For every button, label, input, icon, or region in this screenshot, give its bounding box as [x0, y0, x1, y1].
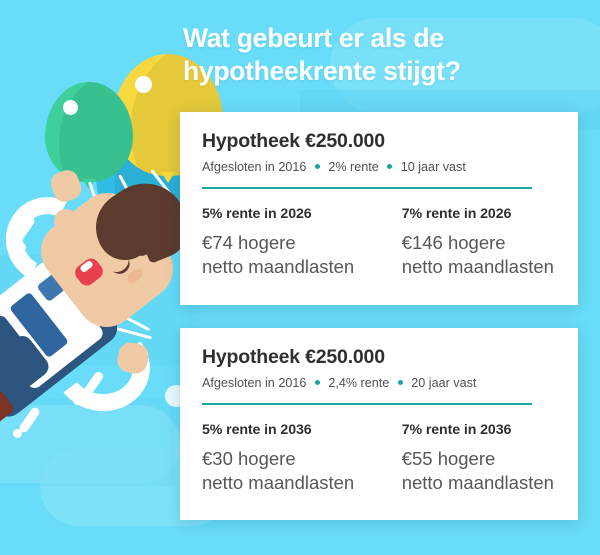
card-2-column-2: 7% rente in 2036 €55 hogere netto maandl…: [402, 422, 556, 496]
card-2-columns: 5% rente in 2036 €30 hogere netto maandl…: [202, 422, 556, 496]
mortgage-card-2: Hypotheek €250.000 Afgesloten in 2016 2,…: [180, 328, 578, 520]
bullet-icon: [314, 164, 320, 170]
card-1-meta-2: 10 jaar vast: [400, 160, 466, 174]
page-title: Wat gebeurt er als de hypotheekrente sti…: [183, 23, 461, 87]
card-1-meta-1: 2% rente: [328, 160, 379, 174]
speed-dot-2: [73, 396, 82, 405]
card-1-meta-0: Afgesloten in 2016: [202, 160, 307, 174]
speed-dot-3: [13, 429, 22, 438]
man-ear: [54, 209, 78, 233]
card-2-title: Hypotheek €250.000: [202, 346, 385, 368]
bullet-icon: [397, 380, 403, 386]
card-2-col-2-heading: 7% rente in 2036: [401, 421, 512, 438]
card-2-col-1-heading: 5% rente in 2036: [202, 421, 312, 438]
card-2-column-1: 5% rente in 2036 €30 hogere netto maandl…: [202, 422, 402, 496]
yellow-balloon-knot: [161, 172, 175, 183]
green-balloon-gloss: [63, 100, 78, 115]
card-1-col-1-heading: 5% rente in 2026: [202, 205, 312, 222]
speed-dot-1: [18, 243, 26, 251]
card-2-col-2-value: €55 hogere netto maandlasten: [401, 447, 554, 494]
card-1-column-2: 7% rente in 2026 €146 hogere netto maand…: [402, 206, 556, 280]
bullet-icon: [387, 164, 393, 170]
card-1-divider: [202, 187, 532, 189]
card-2-meta-0: Afgesloten in 2016: [202, 376, 307, 390]
card-2-meta-1: 2,4% rente: [328, 376, 390, 390]
card-1-col-1-value: €74 hogere netto maandlasten: [202, 231, 355, 278]
green-balloon: [45, 82, 133, 189]
flying-man-illustration: [0, 165, 230, 465]
card-2-meta: Afgesloten in 2016 2,4% rente 20 jaar va…: [202, 376, 556, 390]
card-1-columns: 5% rente in 2026 €74 hogere netto maandl…: [202, 206, 556, 280]
card-1-meta: Afgesloten in 2016 2% rente 10 jaar vast: [202, 160, 556, 174]
yellow-balloon-gloss: [135, 76, 152, 93]
card-1-col-2-heading: 7% rente in 2026: [401, 205, 512, 222]
card-1-title: Hypotheek €250.000: [202, 130, 385, 152]
mortgage-card-1: Hypotheek €250.000 Afgesloten in 2016 2%…: [180, 112, 578, 305]
card-1-col-2-value: €146 hogere netto maandlasten: [401, 231, 554, 278]
card-1-column-1: 5% rente in 2026 €74 hogere netto maandl…: [202, 206, 402, 280]
card-2-divider: [202, 403, 532, 405]
card-2-col-1-value: €30 hogere netto maandlasten: [202, 447, 355, 494]
card-2-meta-2: 20 jaar vast: [411, 376, 477, 390]
bullet-icon: [314, 380, 320, 386]
